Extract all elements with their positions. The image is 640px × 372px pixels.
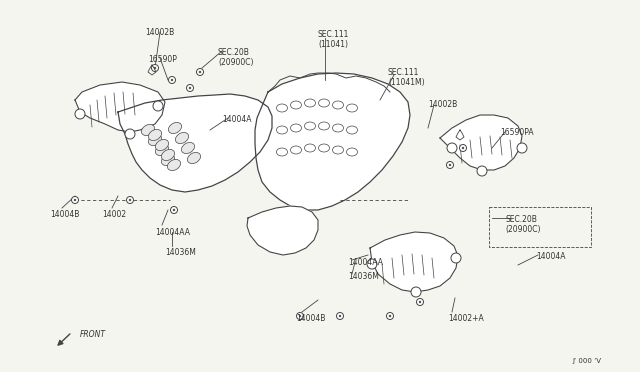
Text: 16590P: 16590P: [148, 55, 177, 64]
Circle shape: [411, 287, 421, 297]
Text: 14002B: 14002B: [145, 28, 174, 37]
Circle shape: [447, 143, 457, 153]
Circle shape: [125, 129, 135, 139]
Circle shape: [75, 109, 85, 119]
Polygon shape: [118, 94, 272, 192]
Ellipse shape: [168, 160, 180, 171]
Circle shape: [447, 161, 454, 169]
Text: 14002B: 14002B: [428, 100, 457, 109]
Circle shape: [339, 315, 341, 317]
Circle shape: [296, 312, 303, 320]
Circle shape: [451, 253, 461, 263]
Text: SEC.111: SEC.111: [318, 30, 349, 39]
Text: 14004AA: 14004AA: [348, 258, 383, 267]
Text: SEC.20B: SEC.20B: [505, 215, 537, 224]
Text: 16590PA: 16590PA: [500, 128, 534, 137]
Circle shape: [127, 196, 134, 203]
Text: 14036M: 14036M: [165, 248, 196, 257]
Polygon shape: [75, 82, 165, 132]
Text: SEC.20B: SEC.20B: [218, 48, 250, 57]
Circle shape: [129, 199, 131, 201]
Text: J’ 000 ’V: J’ 000 ’V: [572, 358, 601, 364]
Circle shape: [337, 312, 344, 320]
Circle shape: [389, 315, 391, 317]
Ellipse shape: [161, 154, 175, 166]
Circle shape: [477, 166, 487, 176]
Text: FRONT: FRONT: [80, 330, 106, 339]
Circle shape: [173, 209, 175, 211]
Polygon shape: [440, 115, 522, 170]
Circle shape: [299, 315, 301, 317]
Circle shape: [196, 68, 204, 76]
Text: (11041M): (11041M): [388, 78, 424, 87]
Ellipse shape: [141, 124, 154, 135]
Ellipse shape: [161, 150, 175, 161]
Circle shape: [517, 143, 527, 153]
Text: 14004AA: 14004AA: [155, 228, 190, 237]
Circle shape: [460, 144, 467, 151]
Circle shape: [74, 199, 76, 201]
Text: 14002+A: 14002+A: [448, 314, 484, 323]
Circle shape: [72, 196, 79, 203]
Text: 14004B: 14004B: [296, 314, 325, 323]
Circle shape: [170, 206, 177, 214]
Text: 14036M: 14036M: [348, 272, 379, 281]
Ellipse shape: [175, 132, 189, 144]
Text: 14002: 14002: [102, 210, 126, 219]
Circle shape: [168, 77, 175, 83]
Circle shape: [189, 87, 191, 89]
Text: 14004A: 14004A: [536, 252, 566, 261]
Ellipse shape: [156, 144, 168, 155]
Circle shape: [153, 101, 163, 111]
Text: (11041): (11041): [318, 40, 348, 49]
Circle shape: [186, 84, 193, 92]
Ellipse shape: [188, 153, 200, 164]
Text: (20900C): (20900C): [505, 225, 541, 234]
Ellipse shape: [182, 142, 195, 154]
Ellipse shape: [148, 129, 161, 141]
Circle shape: [171, 79, 173, 81]
Circle shape: [417, 298, 424, 305]
Circle shape: [449, 164, 451, 166]
Circle shape: [154, 67, 156, 69]
Circle shape: [419, 301, 421, 303]
Ellipse shape: [168, 122, 182, 134]
Text: 14004A: 14004A: [222, 115, 252, 124]
Circle shape: [199, 71, 201, 73]
Ellipse shape: [156, 140, 168, 151]
Text: 14004B: 14004B: [50, 210, 79, 219]
Circle shape: [367, 259, 377, 269]
Text: SEC.111: SEC.111: [388, 68, 419, 77]
Ellipse shape: [148, 134, 161, 145]
Text: (20900C): (20900C): [218, 58, 253, 67]
Polygon shape: [247, 206, 318, 255]
Polygon shape: [255, 73, 410, 210]
Circle shape: [462, 147, 464, 149]
Circle shape: [387, 312, 394, 320]
Polygon shape: [370, 232, 458, 292]
Circle shape: [152, 64, 159, 71]
